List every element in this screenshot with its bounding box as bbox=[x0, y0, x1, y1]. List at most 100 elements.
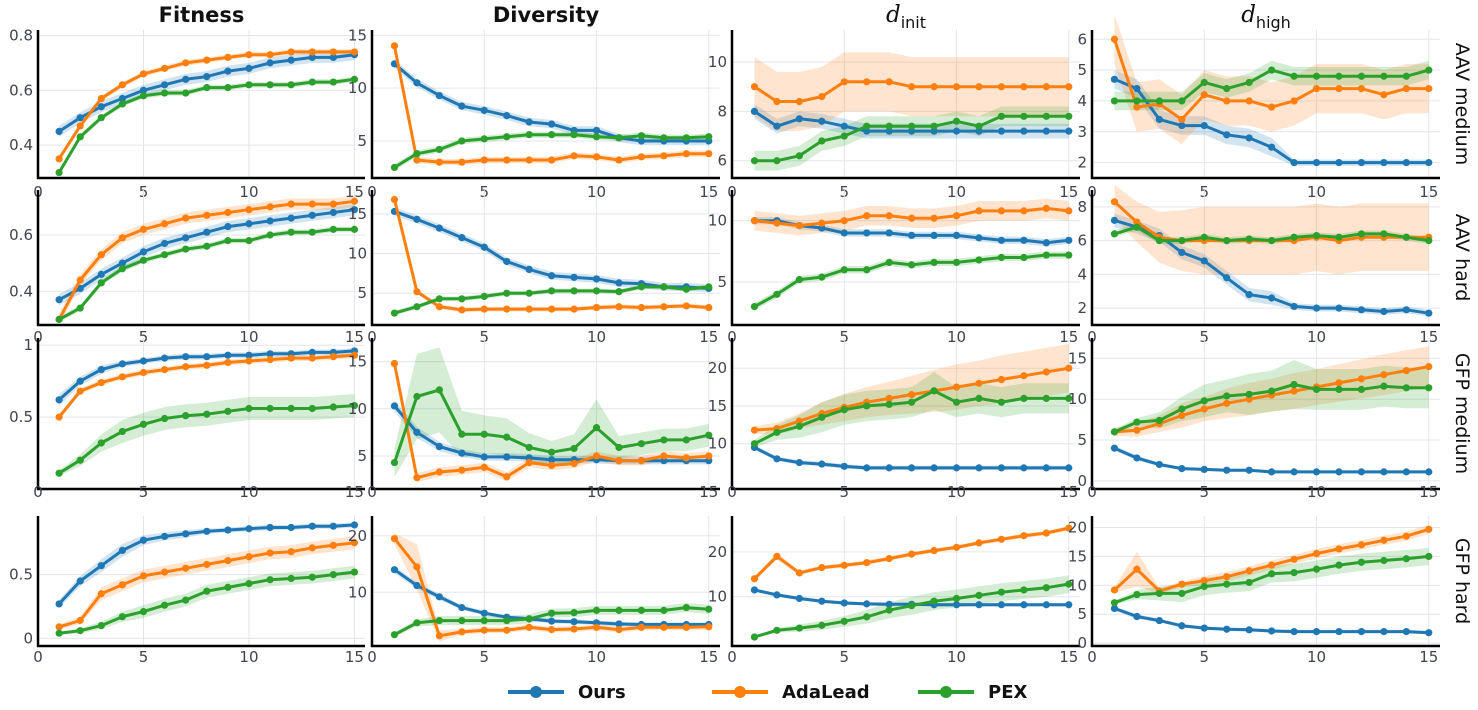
panel-r2-c0: 0.510 5 10 15 bbox=[9, 336, 365, 501]
point-pex bbox=[863, 402, 871, 410]
legend: Ours AdaLead PEX bbox=[508, 682, 1027, 703]
point-pex bbox=[930, 122, 938, 130]
point-adalead bbox=[818, 563, 826, 572]
point-ours bbox=[329, 53, 337, 62]
point-pex bbox=[118, 613, 126, 621]
point-pex bbox=[1268, 237, 1276, 245]
y-tick-label: 0.4 bbox=[9, 282, 33, 300]
point-ours bbox=[1020, 236, 1028, 244]
point-pex bbox=[885, 606, 893, 614]
point-pex bbox=[818, 273, 826, 281]
panel-r2-c3: 0 5 10 15 0 5 10 15 bbox=[1068, 338, 1440, 501]
point-adalead bbox=[615, 457, 623, 465]
point-pex bbox=[458, 295, 466, 303]
point-pex bbox=[1133, 590, 1141, 599]
point-pex bbox=[1425, 384, 1433, 392]
point-ours bbox=[97, 103, 105, 111]
point-ours bbox=[435, 91, 443, 100]
point-adalead bbox=[795, 97, 803, 106]
point-adalead bbox=[570, 459, 578, 468]
point-ours bbox=[1178, 248, 1186, 257]
row-label: AAV hard bbox=[1451, 214, 1473, 302]
point-adalead bbox=[287, 354, 295, 362]
point-pex bbox=[548, 448, 556, 456]
point-ours bbox=[182, 75, 190, 83]
point-ours bbox=[885, 464, 893, 472]
point-pex bbox=[1110, 428, 1119, 436]
point-pex bbox=[76, 627, 84, 635]
point-adalead bbox=[1042, 529, 1050, 537]
point-adalead bbox=[592, 623, 601, 631]
point-ours bbox=[1110, 444, 1119, 452]
point-ours bbox=[818, 597, 826, 605]
y-tick-label: 4 bbox=[1077, 265, 1087, 283]
y-tick-label: 10 bbox=[348, 79, 367, 97]
point-ours bbox=[1290, 158, 1298, 167]
point-pex bbox=[997, 588, 1006, 596]
point-pex bbox=[1312, 72, 1321, 80]
point-adalead bbox=[1065, 524, 1073, 532]
point-adalead bbox=[1290, 555, 1298, 563]
point-pex bbox=[1357, 230, 1366, 238]
y-tick-label: 10 bbox=[1068, 576, 1087, 594]
point-pex bbox=[570, 609, 578, 617]
point-pex bbox=[1223, 392, 1231, 400]
point-adalead bbox=[975, 83, 983, 91]
point-ours bbox=[1312, 627, 1321, 636]
point-pex bbox=[1065, 112, 1073, 120]
point-adalead bbox=[1178, 411, 1186, 420]
point-pex bbox=[160, 251, 169, 259]
band-adalead bbox=[1114, 524, 1429, 594]
point-pex bbox=[435, 616, 443, 625]
point-adalead bbox=[773, 552, 781, 560]
point-adalead bbox=[750, 217, 759, 225]
point-pex bbox=[139, 607, 148, 616]
point-ours bbox=[1268, 294, 1276, 302]
point-ours bbox=[1402, 306, 1410, 314]
x-tick-label: 15 bbox=[345, 483, 364, 501]
point-adalead bbox=[1042, 83, 1050, 91]
y-tick-label: 10 bbox=[1068, 390, 1087, 408]
point-ours bbox=[1200, 624, 1208, 632]
point-adalead bbox=[660, 303, 668, 311]
point-pex bbox=[840, 266, 848, 274]
point-adalead bbox=[1380, 91, 1388, 99]
point-adalead bbox=[750, 83, 759, 91]
point-ours bbox=[592, 126, 601, 135]
point-adalead bbox=[863, 559, 871, 567]
point-pex bbox=[1380, 72, 1388, 80]
point-ours bbox=[413, 428, 421, 436]
point-ours bbox=[1357, 306, 1366, 314]
point-adalead bbox=[160, 220, 169, 228]
point-adalead bbox=[1178, 580, 1186, 588]
point-adalead bbox=[952, 543, 961, 551]
x-tick-label: 15 bbox=[1059, 328, 1078, 346]
point-ours bbox=[458, 603, 466, 612]
point-pex bbox=[1402, 384, 1410, 392]
point-pex bbox=[266, 81, 274, 89]
y-tick-label: 15 bbox=[348, 26, 367, 44]
point-adalead bbox=[435, 158, 443, 166]
point-ours bbox=[118, 94, 126, 103]
point-ours bbox=[203, 228, 211, 236]
point-pex bbox=[329, 403, 337, 411]
point-pex bbox=[1133, 223, 1141, 231]
point-pex bbox=[1245, 390, 1253, 398]
point-ours bbox=[952, 231, 961, 240]
point-pex bbox=[930, 387, 938, 395]
point-pex bbox=[1357, 72, 1366, 80]
point-ours bbox=[435, 442, 443, 451]
point-ours bbox=[930, 127, 938, 135]
point-adalead bbox=[930, 546, 938, 555]
y-tick-label: 5 bbox=[1077, 431, 1087, 449]
point-adalead bbox=[1065, 207, 1073, 215]
y-tick-label: 10 bbox=[348, 245, 367, 263]
point-ours bbox=[308, 53, 316, 62]
point-adalead bbox=[435, 468, 443, 476]
point-adalead bbox=[390, 535, 399, 543]
point-adalead bbox=[1380, 371, 1388, 379]
point-adalead bbox=[203, 560, 211, 569]
point-ours bbox=[1178, 622, 1186, 630]
point-ours bbox=[76, 377, 84, 385]
point-ours bbox=[55, 396, 63, 404]
